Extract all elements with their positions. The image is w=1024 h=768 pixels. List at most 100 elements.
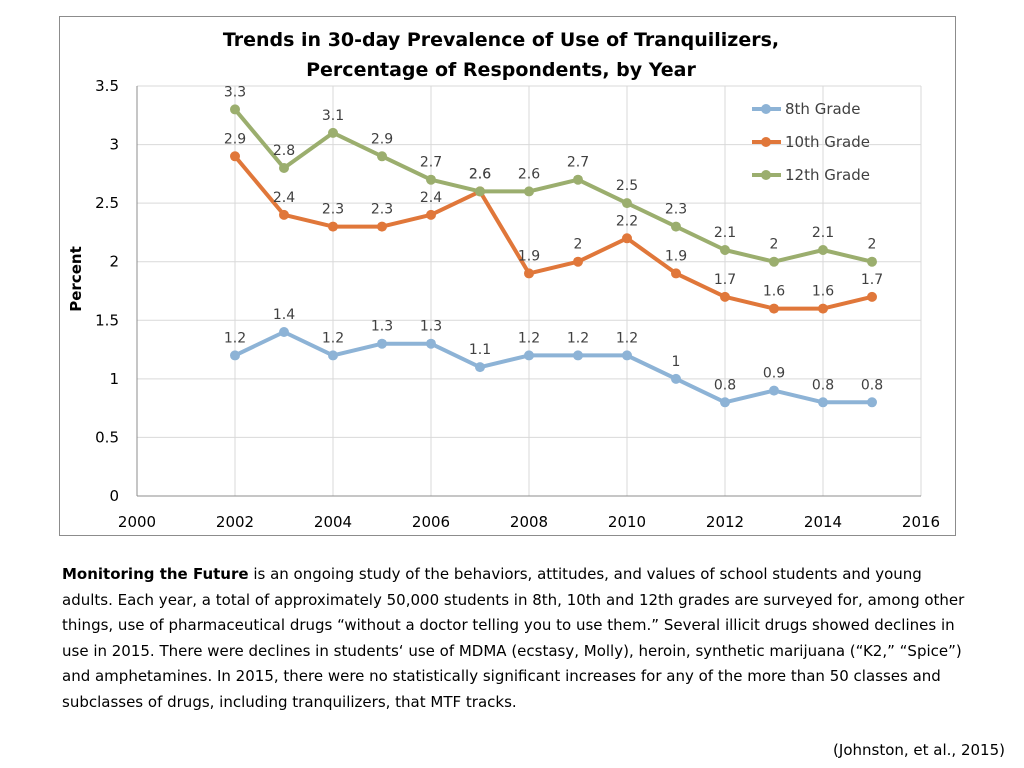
data-point-8th-grade xyxy=(622,350,632,361)
data-label-12th-grade: 3.1 xyxy=(322,108,344,124)
y-axis-title: Percent xyxy=(67,246,85,311)
data-point-12th-grade xyxy=(671,221,681,232)
data-point-8th-grade xyxy=(230,350,240,361)
data-label-10th-grade: 2.2 xyxy=(616,213,638,229)
data-label-8th-grade: 0.9 xyxy=(763,366,785,382)
y-tick-label: 3 xyxy=(109,136,119,154)
data-label-8th-grade: 1.2 xyxy=(567,330,589,346)
y-tick-label: 3.5 xyxy=(95,77,119,95)
x-tick-label: 2002 xyxy=(216,513,254,531)
data-point-12th-grade xyxy=(524,186,534,197)
data-point-10th-grade xyxy=(622,233,632,244)
series-lines xyxy=(230,104,877,408)
data-label-8th-grade: 1.4 xyxy=(273,307,295,323)
data-label-8th-grade: 1.3 xyxy=(371,319,393,335)
legend-label-10th-grade: 10th Grade xyxy=(785,133,870,151)
data-label-10th-grade: 1.9 xyxy=(665,248,687,264)
caption-lead: Monitoring the Future xyxy=(62,565,249,583)
data-label-12th-grade: 2.1 xyxy=(714,225,736,241)
x-tick-label: 2014 xyxy=(804,513,842,531)
data-label-10th-grade: 1.9 xyxy=(518,248,540,264)
data-label-10th-grade: 2.4 xyxy=(420,190,442,206)
data-point-12th-grade xyxy=(867,256,877,267)
data-label-8th-grade: 1.2 xyxy=(322,330,344,346)
data-point-8th-grade xyxy=(377,338,387,349)
gridlines xyxy=(137,85,922,496)
data-point-12th-grade xyxy=(475,186,485,197)
data-point-12th-grade xyxy=(818,245,828,255)
data-label-10th-grade: 2 xyxy=(574,237,583,253)
data-point-10th-grade xyxy=(671,268,681,279)
data-label-10th-grade: 2.6 xyxy=(469,166,491,182)
data-label-12th-grade: 2.8 xyxy=(273,143,295,159)
data-label-8th-grade: 0.8 xyxy=(714,377,736,393)
data-label-10th-grade: 1.7 xyxy=(714,272,736,288)
data-point-10th-grade xyxy=(818,303,828,314)
y-tick-label: 1.5 xyxy=(95,311,119,329)
data-point-12th-grade xyxy=(377,151,387,162)
data-point-8th-grade xyxy=(671,373,681,384)
line-chart: Trends in 30-day Prevalence of Use of Tr… xyxy=(67,29,940,531)
data-point-10th-grade xyxy=(524,268,534,279)
data-point-12th-grade xyxy=(769,256,779,267)
data-label-12th-grade: 2.6 xyxy=(469,166,491,182)
legend-label-12th-grade: 12th Grade xyxy=(785,166,870,184)
y-tick-label: 2 xyxy=(109,253,119,271)
data-label-12th-grade: 2.3 xyxy=(665,202,687,218)
x-tick-label: 2008 xyxy=(510,513,548,531)
y-tick-label: 0 xyxy=(109,487,119,505)
data-label-8th-grade: 1.2 xyxy=(518,330,540,346)
data-point-8th-grade xyxy=(720,397,730,408)
data-label-8th-grade: 1.2 xyxy=(616,330,638,346)
data-label-8th-grade: 1.1 xyxy=(469,342,491,358)
data-label-8th-grade: 0.8 xyxy=(812,377,834,393)
data-label-12th-grade: 2.7 xyxy=(420,155,442,171)
data-label-12th-grade: 2 xyxy=(770,237,779,253)
data-point-8th-grade xyxy=(867,397,877,408)
caption-body: is an ongoing study of the behaviors, at… xyxy=(62,565,965,711)
legend-marker-10th-grade xyxy=(761,137,771,147)
data-point-12th-grade xyxy=(426,174,436,185)
data-label-12th-grade: 3.3 xyxy=(224,84,246,100)
citation: (Johnston, et al., 2015) xyxy=(833,741,1005,759)
x-tick-label: 2016 xyxy=(902,513,940,531)
legend-marker-12th-grade xyxy=(761,170,771,180)
data-label-12th-grade: 2 xyxy=(868,237,877,253)
data-point-10th-grade xyxy=(230,151,240,162)
data-point-10th-grade xyxy=(867,291,877,302)
data-point-12th-grade xyxy=(328,127,338,138)
data-point-8th-grade xyxy=(769,385,779,396)
x-tick-label: 2010 xyxy=(608,513,646,531)
data-point-10th-grade xyxy=(769,303,779,314)
data-point-10th-grade xyxy=(279,209,289,220)
data-label-12th-grade: 2.7 xyxy=(567,155,589,171)
legend-marker-8th-grade xyxy=(761,104,771,114)
data-point-8th-grade xyxy=(328,350,338,361)
data-label-10th-grade: 1.6 xyxy=(812,284,834,300)
chart-title-line-1: Trends in 30-day Prevalence of Use of Tr… xyxy=(223,29,779,51)
chart-title-line-2: Percentage of Respondents, by Year xyxy=(306,59,696,81)
data-label-10th-grade: 1.6 xyxy=(763,284,785,300)
series-line-12th-grade xyxy=(233,108,873,264)
caption-paragraph: Monitoring the Future is an ongoing stud… xyxy=(62,562,967,715)
axes: 0 0.5 1 1.5 2 2.5 3 3.5 2000 2002 2004 2006 2008 2010… xyxy=(95,77,940,531)
y-tick-label: 2.5 xyxy=(95,194,119,212)
data-point-12th-grade xyxy=(720,245,730,255)
legend: 8th Grade 10th Grade 12th Grade xyxy=(752,100,870,184)
data-point-12th-grade xyxy=(573,174,583,185)
data-point-12th-grade xyxy=(230,104,240,115)
series-line-8th-grade xyxy=(234,330,872,405)
legend-label-8th-grade: 8th Grade xyxy=(785,100,860,118)
data-labels: 1.2 1.4 1.2 1.3 1.3 1.1 1.2 1.2 1.2 1 0.8 0.9 0.8 0.8… xyxy=(224,84,883,393)
data-label-10th-grade: 2.3 xyxy=(322,202,344,218)
data-point-8th-grade xyxy=(573,350,583,361)
chart-frame: Trends in 30-day Prevalence of Use of Tr… xyxy=(59,16,956,536)
data-point-10th-grade xyxy=(573,256,583,267)
x-tick-label: 2004 xyxy=(314,513,352,531)
series-line-10th-grade xyxy=(233,155,873,311)
data-label-8th-grade: 1 xyxy=(672,354,681,370)
data-point-8th-grade xyxy=(475,362,485,373)
data-point-10th-grade xyxy=(426,209,436,220)
data-point-10th-grade xyxy=(377,221,387,232)
data-point-12th-grade xyxy=(279,163,289,173)
